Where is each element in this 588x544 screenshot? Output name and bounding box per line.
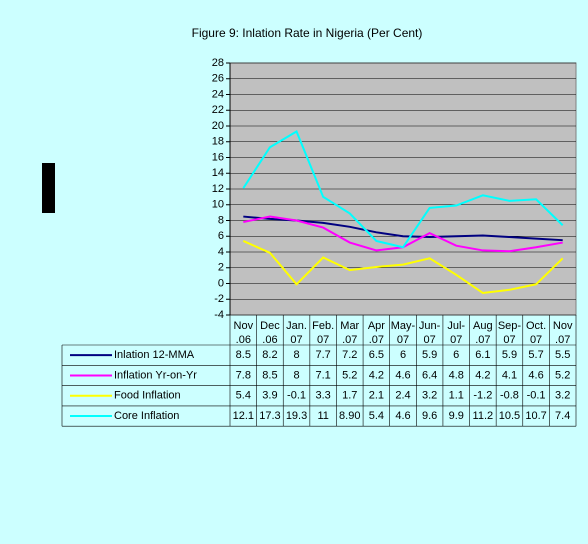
table-value: 4.6 (395, 369, 410, 381)
series-line (242, 130, 564, 249)
table-value: 4.1 (502, 369, 517, 381)
x-tick-label: Oct. 07 (526, 320, 546, 346)
table-value: -0.8 (500, 390, 519, 402)
x-tick-label: Jul-07 (447, 320, 465, 346)
y-tick-label: 16 (212, 151, 224, 163)
table-value: 4.2 (369, 369, 384, 381)
table-value: 1.1 (449, 390, 464, 402)
table-value: 6.4 (422, 369, 437, 381)
y-tick-label: 6 (218, 230, 224, 242)
table-value: 5.4 (236, 390, 251, 402)
table-value: 5.2 (555, 369, 570, 381)
x-tick-label: May-07 (391, 320, 416, 346)
table-value: 8.2 (262, 349, 277, 361)
y-tick-label: 20 (212, 120, 224, 132)
table-value: 9.9 (449, 410, 464, 422)
table-value: 7.4 (555, 410, 570, 422)
table-value: 4.6 (395, 410, 410, 422)
x-tick-label: Dec .06 (260, 320, 280, 346)
y-tick-label: 4 (218, 246, 224, 258)
table-value: 19.3 (286, 410, 307, 422)
table-value: 5.4 (369, 410, 384, 422)
table-value: -0.1 (287, 390, 306, 402)
table-value: 2.1 (369, 390, 384, 402)
table-value: 3.2 (422, 390, 437, 402)
legend-label: Inflation Yr-on-Yr (114, 369, 197, 381)
table-value: 8.5 (236, 349, 251, 361)
y-tick-label: -2 (214, 293, 224, 305)
table-value: 6 (400, 349, 406, 361)
table-value: 5.2 (342, 369, 357, 381)
x-tick-label: Sep-07 (498, 320, 522, 346)
table-value: 6 (453, 349, 459, 361)
table-value: 8.90 (339, 410, 360, 422)
table-value: 3.3 (316, 390, 331, 402)
x-tick-label: Jun-07 (419, 320, 441, 346)
y-tick-label: 22 (212, 104, 224, 116)
legend-label: Inlation 12-MMA (114, 349, 195, 361)
table-value: 10.7 (525, 410, 546, 422)
table-value: 10.5 (499, 410, 520, 422)
table-value: 5.9 (422, 349, 437, 361)
x-tick-label: Nov .07 (553, 320, 573, 346)
table-value: 12.1 (233, 410, 254, 422)
chart-title: Figure 9: Inlation Rate in Nigeria (Per … (192, 26, 423, 40)
x-tick-label: Jan. 07 (286, 320, 307, 346)
table-value: 11.2 (473, 410, 494, 422)
black-box (42, 163, 55, 213)
table-value: 4.8 (449, 369, 464, 381)
y-tick-label: 0 (218, 277, 224, 289)
legend-label: Core Inflation (114, 410, 179, 422)
table-value: 17.3 (259, 410, 280, 422)
y-tick-label: -4 (214, 309, 224, 321)
x-tick-label: Aug .07 (473, 320, 493, 346)
y-tick-label: 10 (212, 199, 224, 211)
x-tick-label: Apr .07 (368, 320, 385, 346)
table-value: 8.5 (262, 369, 277, 381)
table-value: 5.9 (502, 349, 517, 361)
table-value: 7.1 (316, 369, 331, 381)
table-value: 6.5 (369, 349, 384, 361)
table-value: 6.1 (475, 349, 490, 361)
table-value: 9.6 (422, 410, 437, 422)
legend-label: Food Inflation (114, 390, 181, 402)
table-value: 2.4 (395, 390, 410, 402)
y-tick-label: 28 (212, 57, 224, 69)
x-tick-label: Mar .07 (340, 320, 359, 346)
table-value: 11 (317, 410, 328, 422)
table-value: 7.8 (236, 369, 251, 381)
table-value: 3.9 (262, 390, 277, 402)
x-tick-label: Nov .06 (234, 320, 254, 346)
table-value: 8 (293, 349, 299, 361)
table-value: 4.2 (475, 369, 490, 381)
y-tick-label: 18 (212, 136, 224, 148)
table-value: 7.2 (342, 349, 357, 361)
y-tick-label: 12 (212, 183, 224, 195)
table-value: -1.2 (473, 390, 492, 402)
y-tick-label: 24 (212, 88, 224, 100)
y-tick-label: 26 (212, 73, 224, 85)
table-value: 8 (293, 369, 299, 381)
x-tick-label: Feb. 07 (312, 320, 334, 346)
y-tick-label: 14 (212, 167, 224, 179)
series-line (242, 240, 564, 294)
table-value: -0.1 (527, 390, 546, 402)
table-value: 3.2 (555, 390, 570, 402)
y-tick-label: 8 (218, 214, 224, 226)
table-value: 4.6 (528, 369, 543, 381)
table-value: 5.5 (555, 349, 570, 361)
table-value: 7.7 (316, 349, 331, 361)
table-value: 1.7 (342, 390, 357, 402)
table-value: 5.7 (528, 349, 543, 361)
y-tick-label: 2 (218, 262, 224, 274)
